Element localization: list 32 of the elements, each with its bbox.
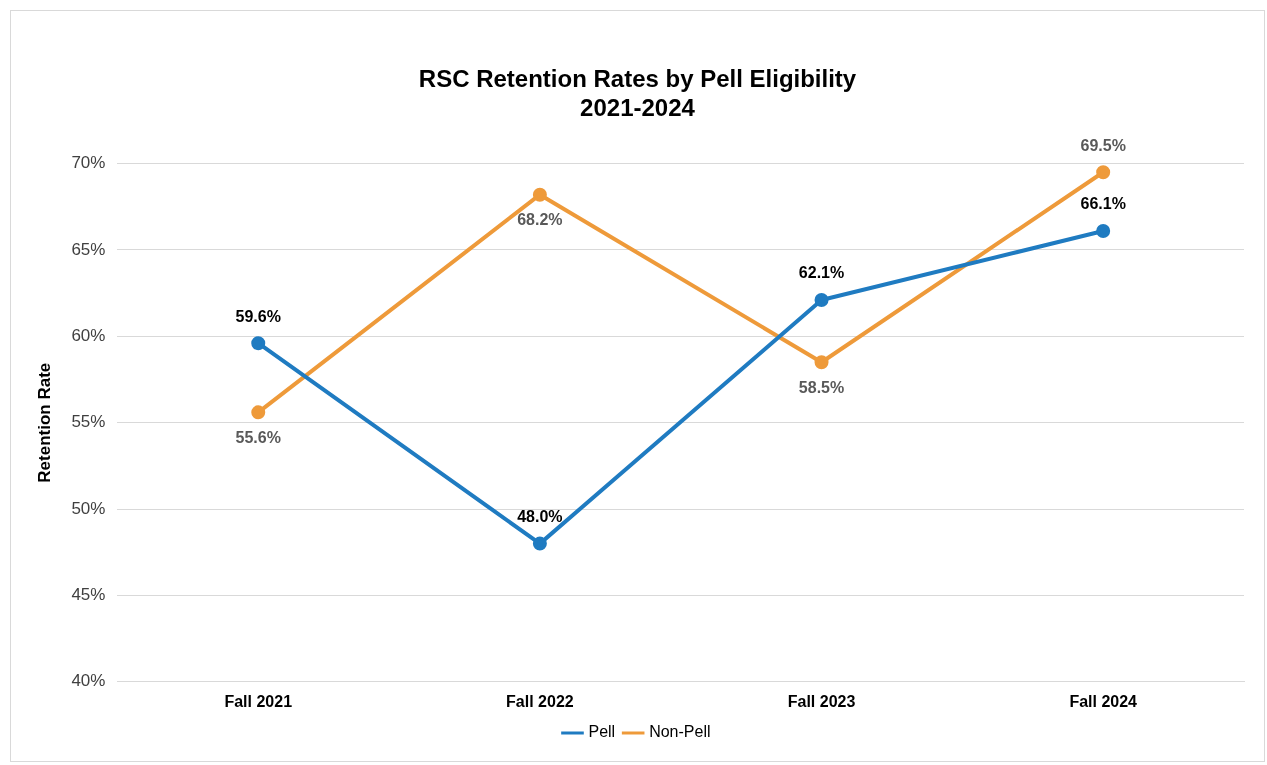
- y-axis-title: Retention Rate: [34, 362, 54, 483]
- data-label: 48.0%: [517, 508, 563, 526]
- legend-label: Pell: [588, 723, 616, 741]
- x-tick-label: Fall 2022: [506, 692, 574, 710]
- point: [1096, 165, 1111, 180]
- y-tick-label: 40%: [71, 671, 106, 691]
- point: [251, 405, 266, 420]
- y-tick-label: 55%: [71, 412, 106, 432]
- x-tick-label: Fall 2021: [224, 692, 293, 710]
- data-label: 69.5%: [1080, 136, 1126, 154]
- y-tick-label: 70%: [71, 153, 106, 173]
- data-label: 68.2%: [517, 211, 563, 229]
- data-label: 62.1%: [798, 264, 845, 282]
- chart-subtitle: 2021-2024: [580, 93, 696, 121]
- point: [814, 355, 829, 370]
- data-label: 55.6%: [235, 428, 281, 446]
- legend-label: Non-Pell: [649, 723, 711, 741]
- point: [532, 536, 547, 551]
- point: [532, 187, 547, 202]
- data-label: 59.6%: [235, 307, 281, 325]
- x-tick-label: Fall 2023: [787, 692, 856, 710]
- data-label: 66.1%: [1080, 195, 1126, 213]
- point: [1096, 223, 1111, 238]
- data-label: 58.5%: [798, 378, 845, 396]
- y-tick-label: 65%: [71, 239, 106, 259]
- point: [814, 293, 829, 308]
- x-tick-label: Fall 2024: [1069, 692, 1138, 710]
- point: [251, 336, 266, 351]
- y-tick-label: 50%: [71, 498, 106, 518]
- chart-title: RSC Retention Rates by Pell Eligibility: [418, 65, 857, 93]
- y-tick-label: 45%: [71, 585, 106, 605]
- y-tick-label: 60%: [71, 326, 106, 346]
